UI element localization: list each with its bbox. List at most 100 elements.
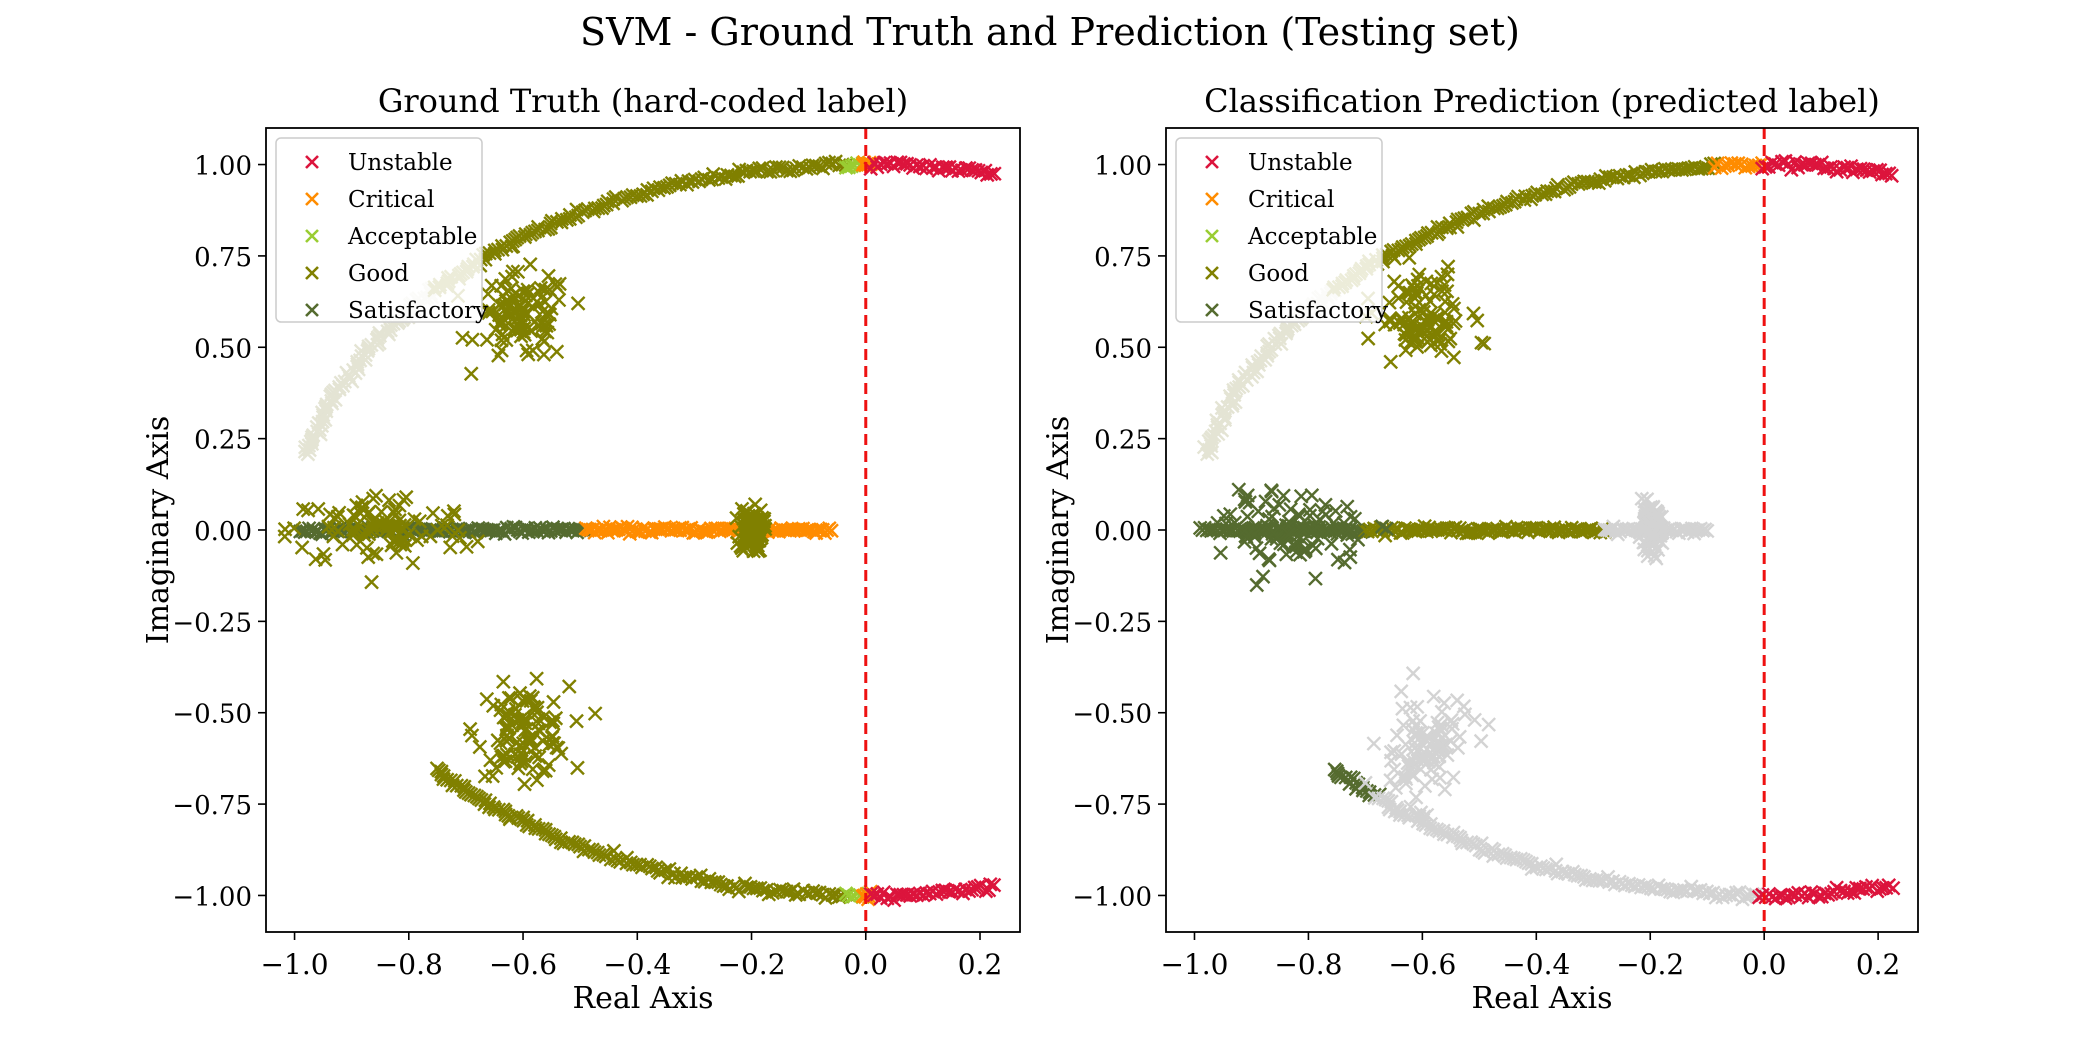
data-point-marker (300, 503, 316, 518)
data-point-marker (525, 343, 541, 358)
legend: Unstable Critical Acceptable Good Satisfacto… (275, 137, 488, 324)
data-point-marker (502, 306, 518, 322)
data-point-marker (425, 505, 441, 521)
data-point-marker (1283, 501, 1299, 517)
data-point-marker (1379, 521, 1394, 537)
data-point-marker (1246, 526, 1262, 542)
data-point-marker (1442, 331, 1458, 346)
y-tick-label: −0.75 (172, 791, 252, 821)
data-point-marker (1444, 721, 1460, 737)
data-point-marker (1467, 712, 1482, 728)
data-point-marker (983, 166, 999, 182)
data-point-marker (1405, 666, 1421, 681)
y-axis-label: Imaginary Axis (141, 416, 176, 645)
data-point-marker (1408, 790, 1424, 805)
data-point-marker (1391, 290, 1406, 306)
x-tick-label: −1.0 (1160, 948, 1228, 981)
data-point-marker (748, 538, 764, 554)
data-point-marker (479, 332, 495, 348)
legend-label: Critical (348, 187, 435, 213)
data-point-marker (824, 523, 839, 539)
data-point-marker (538, 306, 554, 322)
data-point-marker (1648, 164, 1663, 179)
data-point-marker (909, 157, 925, 173)
x-tick-label: −0.8 (1274, 948, 1342, 981)
data-point-marker (1366, 736, 1382, 751)
data-point-marker (1411, 319, 1427, 335)
data-point-marker (1476, 336, 1492, 351)
x-axis-label: Real Axis (1472, 981, 1613, 1016)
x-tick-label: −0.8 (375, 948, 443, 981)
data-point-marker (536, 334, 552, 349)
data-point-marker (522, 730, 537, 746)
data-point-marker (1342, 542, 1358, 557)
data-point-marker (1249, 577, 1265, 593)
legend-marker (1205, 229, 1219, 243)
data-point-marker (1699, 523, 1715, 539)
data-point-marker (1227, 515, 1243, 531)
data-point-marker (405, 555, 421, 571)
data-point-marker (1397, 769, 1413, 785)
data-point-marker (465, 332, 480, 348)
data-point-marker (1297, 541, 1313, 556)
data-point-marker (1402, 335, 1418, 351)
y-tick-label: 0.75 (194, 243, 252, 273)
data-point-marker (503, 690, 519, 706)
x-tick-label: −0.2 (1616, 948, 1684, 981)
data-point-marker (986, 877, 1002, 893)
y-tick-label: 0.25 (1094, 426, 1152, 456)
data-point-marker (493, 697, 509, 712)
data-point-marker (1446, 770, 1461, 785)
data-point-marker (1431, 737, 1446, 753)
data-point-marker (1213, 545, 1228, 561)
legend-label: Good (348, 261, 409, 287)
data-point-marker (522, 257, 538, 272)
data-point-marker (1403, 799, 1418, 815)
data-point-marker (1409, 699, 1425, 715)
data-point-marker (388, 507, 404, 523)
data-point-marker (493, 702, 508, 718)
data-point-marker (392, 537, 408, 552)
data-point-marker (1408, 728, 1424, 744)
data-point-marker (1358, 775, 1373, 791)
data-point-marker (1330, 552, 1346, 567)
data-point-marker (507, 746, 523, 762)
data-point-marker (1412, 713, 1428, 729)
data-point-marker (1426, 689, 1442, 704)
legend-label: Unstable (1248, 150, 1353, 176)
y-tick-label: 1.00 (1094, 152, 1152, 182)
data-point-marker (549, 740, 564, 755)
y-tick-label: −0.25 (1072, 608, 1152, 638)
data-point-marker (982, 876, 998, 892)
data-point-marker (364, 574, 379, 590)
legend-label: Satisfactory (1248, 298, 1388, 324)
data-point-marker (1395, 701, 1410, 717)
data-point-marker (533, 280, 549, 296)
data-point-marker (485, 304, 500, 319)
data-point-marker (1405, 766, 1420, 782)
data-point-marker (304, 432, 320, 447)
data-point-marker (561, 679, 577, 694)
data-point-marker (392, 518, 408, 533)
data-point-marker (1434, 704, 1450, 720)
data-point-marker (1422, 293, 1438, 309)
y-tick-label: 0.50 (1094, 334, 1152, 364)
data-point-marker (1318, 497, 1333, 513)
data-point-marker (480, 286, 496, 302)
data-point-marker (502, 811, 518, 827)
data-point-marker (1419, 315, 1435, 331)
data-point-marker (1706, 156, 1722, 171)
data-point-marker (1446, 301, 1462, 316)
data-point-marker (510, 760, 526, 776)
data-point-marker (484, 278, 500, 293)
data-point-marker (1419, 807, 1435, 823)
data-point-marker (1343, 509, 1358, 525)
data-point-marker (751, 513, 767, 529)
x-tick-label: −1.0 (261, 948, 329, 981)
data-point-marker (1419, 274, 1434, 289)
data-point-marker (485, 768, 501, 784)
legend-marker (305, 303, 319, 317)
x-tick-label: −0.4 (1502, 948, 1570, 981)
data-point-marker (1281, 514, 1297, 530)
data-point-marker (1640, 548, 1656, 564)
